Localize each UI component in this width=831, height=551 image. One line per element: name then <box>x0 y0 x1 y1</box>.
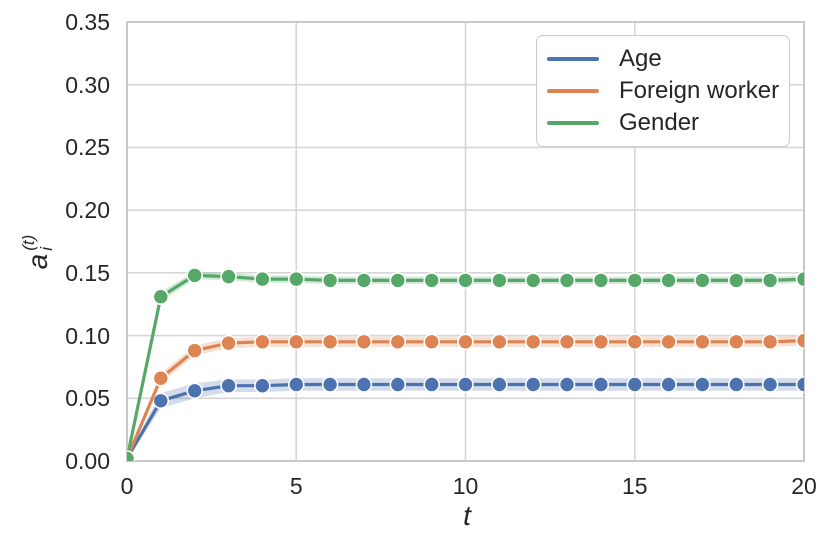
y-axis-label-superscript: (t) <box>19 234 39 251</box>
data-point-marker <box>727 333 745 351</box>
data-point-marker <box>626 333 644 351</box>
data-point-marker <box>694 272 711 289</box>
legend-item-label: Gender <box>619 109 700 136</box>
legend-line-swatch <box>547 57 599 61</box>
data-point-marker <box>761 376 779 393</box>
series-gender <box>127 267 804 461</box>
data-point-marker <box>220 334 237 352</box>
data-point-marker <box>152 288 170 306</box>
data-point-marker <box>626 376 644 393</box>
data-point-marker <box>795 376 804 393</box>
data-point-marker <box>761 272 779 289</box>
data-point-marker <box>694 376 711 393</box>
data-point-marker <box>287 333 305 351</box>
data-point-marker <box>389 333 407 351</box>
data-point-marker <box>423 333 441 351</box>
data-point-marker <box>127 450 136 461</box>
y-axis-label-scripts: (t) i <box>19 234 56 251</box>
data-point-marker <box>321 333 339 351</box>
data-point-marker <box>457 272 474 289</box>
data-point-marker <box>626 272 644 289</box>
data-point-marker <box>592 376 610 393</box>
data-point-marker <box>660 376 677 393</box>
data-point-marker <box>254 377 271 395</box>
data-point-marker <box>694 333 711 351</box>
data-point-marker <box>220 377 237 395</box>
legend-item: Age <box>547 43 779 75</box>
data-point-marker <box>389 376 407 393</box>
data-point-marker <box>795 270 804 288</box>
legend: Age Foreign worker Gender <box>536 35 790 147</box>
data-point-marker <box>321 272 339 289</box>
data-point-marker <box>254 270 271 288</box>
data-point-marker <box>355 272 373 289</box>
data-point-marker <box>660 333 677 351</box>
data-point-marker <box>186 382 203 400</box>
data-point-marker <box>152 369 170 387</box>
data-point-marker <box>795 332 804 349</box>
data-point-marker <box>558 376 576 393</box>
data-point-marker <box>727 272 745 289</box>
data-point-marker <box>491 333 508 351</box>
axes-spines <box>126 21 805 462</box>
data-point-marker <box>186 342 203 359</box>
data-point-marker <box>287 376 305 393</box>
y-axis-label-base: a <box>22 253 53 270</box>
legend-item-label: Foreign worker <box>619 77 780 104</box>
data-point-marker <box>321 376 339 393</box>
data-point-marker <box>524 376 542 393</box>
data-point-marker <box>558 272 576 289</box>
data-point-marker <box>254 333 271 351</box>
data-point-marker <box>524 333 542 351</box>
data-point-marker <box>660 272 677 289</box>
data-point-marker <box>592 272 610 289</box>
data-point-marker <box>186 267 203 284</box>
legend-item: Gender <box>547 107 779 139</box>
data-point-marker <box>423 376 441 393</box>
data-point-marker <box>524 272 542 289</box>
x-axis-label: t <box>463 500 471 531</box>
series-age <box>127 376 804 461</box>
data-point-marker <box>389 272 407 289</box>
data-point-marker <box>355 333 373 351</box>
data-point-marker <box>287 270 305 288</box>
legend-item-label: Age <box>619 45 662 72</box>
legend-line-swatch <box>547 121 599 125</box>
data-point-marker <box>423 272 441 289</box>
data-point-marker <box>727 376 745 393</box>
data-point-marker <box>491 272 508 289</box>
data-point-marker <box>491 376 508 393</box>
data-point-marker <box>355 376 373 393</box>
data-point-marker <box>457 376 474 393</box>
legend-line-swatch <box>547 89 599 93</box>
y-axis-label: a (t) i <box>16 200 60 304</box>
data-point-marker <box>152 392 170 410</box>
data-point-marker <box>220 268 237 285</box>
series-foreign-worker <box>127 332 804 461</box>
data-point-marker <box>457 333 474 351</box>
data-point-marker <box>761 333 779 351</box>
data-point-marker <box>558 333 576 351</box>
y-axis-label-subscript: i <box>37 246 56 251</box>
legend-item: Foreign worker <box>547 75 779 107</box>
data-point-marker <box>592 333 610 351</box>
